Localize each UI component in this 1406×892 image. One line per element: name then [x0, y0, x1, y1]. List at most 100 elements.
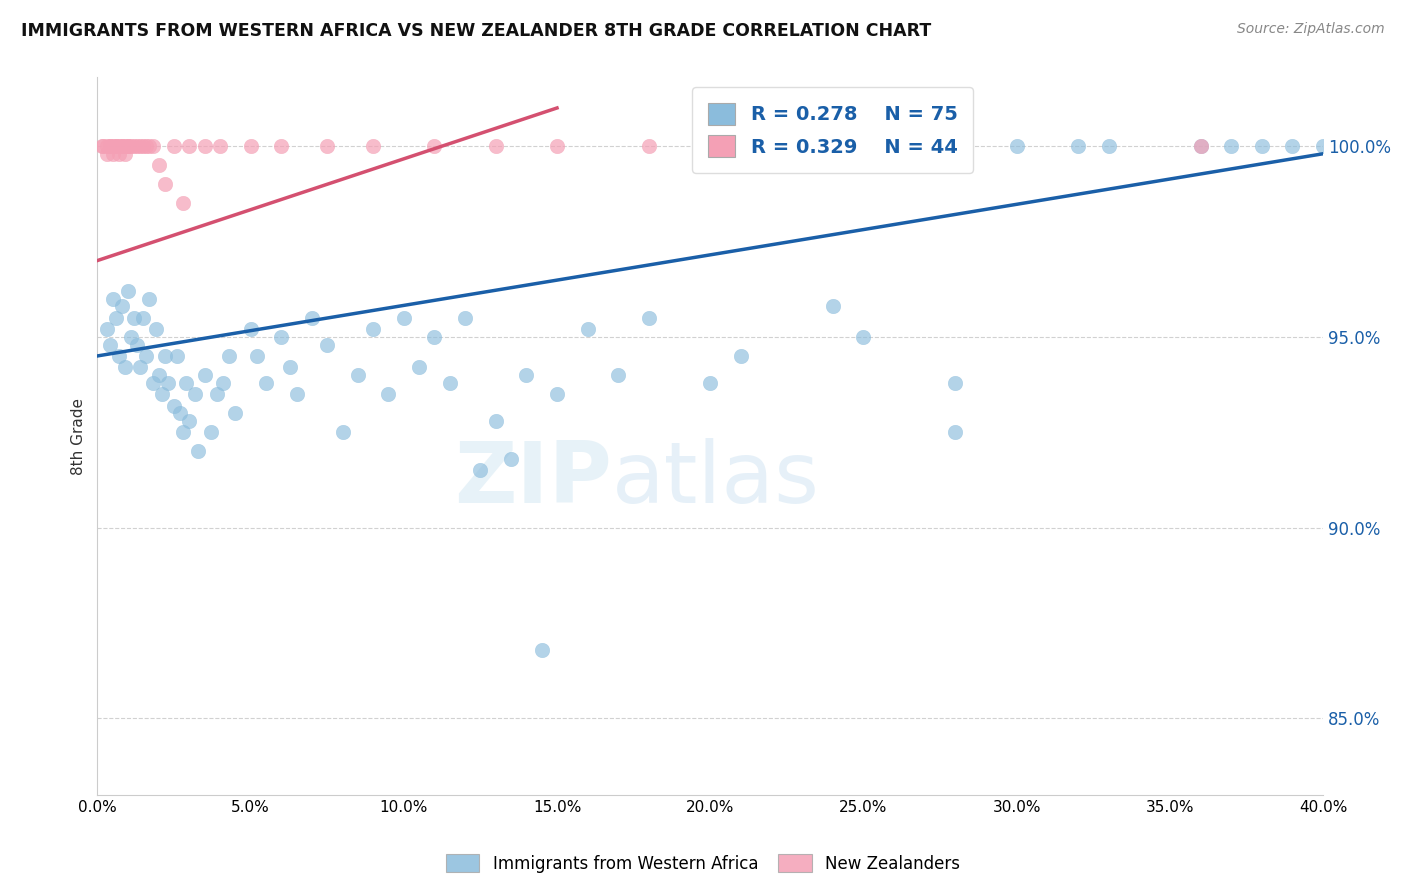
Point	[132, 310, 155, 325]
Point	[120, 330, 142, 344]
Point	[423, 139, 446, 153]
Point	[107, 349, 129, 363]
Point	[132, 139, 155, 153]
Point	[239, 139, 262, 153]
Point	[98, 139, 121, 153]
Point	[141, 376, 163, 390]
Point	[104, 139, 127, 153]
Point	[316, 337, 339, 351]
Point	[546, 139, 568, 153]
Point	[270, 139, 292, 153]
Point	[1005, 139, 1028, 153]
Point	[163, 139, 186, 153]
Text: IMMIGRANTS FROM WESTERN AFRICA VS NEW ZEALANDER 8TH GRADE CORRELATION CHART: IMMIGRANTS FROM WESTERN AFRICA VS NEW ZE…	[21, 22, 931, 40]
Point	[101, 139, 124, 153]
Point	[205, 387, 228, 401]
Point	[172, 196, 194, 211]
Point	[470, 463, 492, 477]
Legend: R = 0.278    N = 75, R = 0.329    N = 44: R = 0.278 N = 75, R = 0.329 N = 44	[692, 87, 973, 173]
Point	[1189, 139, 1212, 153]
Point	[1250, 139, 1272, 153]
Point	[166, 349, 188, 363]
Point	[111, 299, 134, 313]
Point	[111, 139, 134, 153]
Point	[347, 368, 370, 382]
Point	[129, 139, 152, 153]
Point	[485, 139, 508, 153]
Point	[174, 376, 197, 390]
Point	[1189, 139, 1212, 153]
Point	[117, 139, 139, 153]
Point	[129, 360, 152, 375]
Point	[730, 349, 752, 363]
Point	[114, 146, 136, 161]
Point	[212, 376, 235, 390]
Point	[101, 292, 124, 306]
Text: Source: ZipAtlas.com: Source: ZipAtlas.com	[1237, 22, 1385, 37]
Point	[104, 310, 127, 325]
Point	[148, 158, 170, 172]
Point	[821, 299, 844, 313]
Point	[122, 139, 145, 153]
Point	[530, 642, 553, 657]
Point	[145, 322, 167, 336]
Point	[392, 310, 415, 325]
Point	[408, 360, 430, 375]
Point	[101, 146, 124, 161]
Point	[187, 444, 209, 458]
Point	[107, 139, 129, 153]
Point	[141, 139, 163, 153]
Point	[1312, 139, 1334, 153]
Point	[576, 322, 599, 336]
Point	[1097, 139, 1119, 153]
Point	[638, 310, 661, 325]
Point	[852, 330, 875, 344]
Point	[270, 330, 292, 344]
Point	[194, 139, 217, 153]
Point	[169, 406, 191, 420]
Point	[153, 178, 176, 192]
Point	[1067, 139, 1090, 153]
Point	[117, 284, 139, 298]
Point	[156, 376, 179, 390]
Text: atlas: atlas	[612, 438, 820, 521]
Point	[280, 360, 302, 375]
Point	[254, 376, 277, 390]
Point	[91, 139, 114, 153]
Point	[135, 349, 157, 363]
Point	[246, 349, 269, 363]
Point	[218, 349, 240, 363]
Point	[224, 406, 246, 420]
Point	[377, 387, 399, 401]
Point	[153, 349, 176, 363]
Point	[127, 139, 149, 153]
Point	[361, 139, 384, 153]
Point	[138, 139, 160, 153]
Point	[135, 139, 157, 153]
Point	[499, 452, 522, 467]
Point	[172, 425, 194, 440]
Point	[114, 360, 136, 375]
Point	[1281, 139, 1303, 153]
Point	[332, 425, 354, 440]
Y-axis label: 8th Grade: 8th Grade	[72, 398, 86, 475]
Text: ZIP: ZIP	[454, 438, 612, 521]
Point	[114, 139, 136, 153]
Point	[607, 368, 630, 382]
Point	[96, 322, 118, 336]
Point	[1220, 139, 1243, 153]
Point	[945, 376, 967, 390]
Point	[127, 337, 149, 351]
Point	[546, 387, 568, 401]
Point	[361, 322, 384, 336]
Point	[285, 387, 308, 401]
Legend: Immigrants from Western Africa, New Zealanders: Immigrants from Western Africa, New Zeal…	[440, 847, 966, 880]
Point	[179, 414, 201, 428]
Point	[301, 310, 323, 325]
Point	[515, 368, 537, 382]
Point	[423, 330, 446, 344]
Point	[93, 139, 115, 153]
Point	[699, 376, 721, 390]
Point	[179, 139, 201, 153]
Point	[96, 139, 118, 153]
